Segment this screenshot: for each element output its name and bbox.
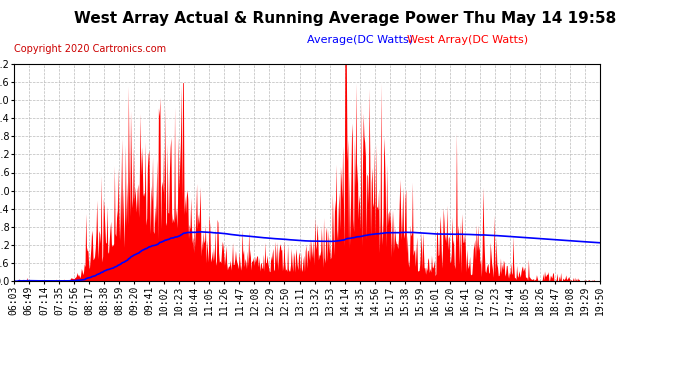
Text: Copyright 2020 Cartronics.com: Copyright 2020 Cartronics.com bbox=[14, 44, 166, 54]
Text: West Array(DC Watts): West Array(DC Watts) bbox=[407, 36, 528, 45]
Text: Average(DC Watts): Average(DC Watts) bbox=[307, 36, 413, 45]
Text: West Array Actual & Running Average Power Thu May 14 19:58: West Array Actual & Running Average Powe… bbox=[74, 11, 616, 26]
